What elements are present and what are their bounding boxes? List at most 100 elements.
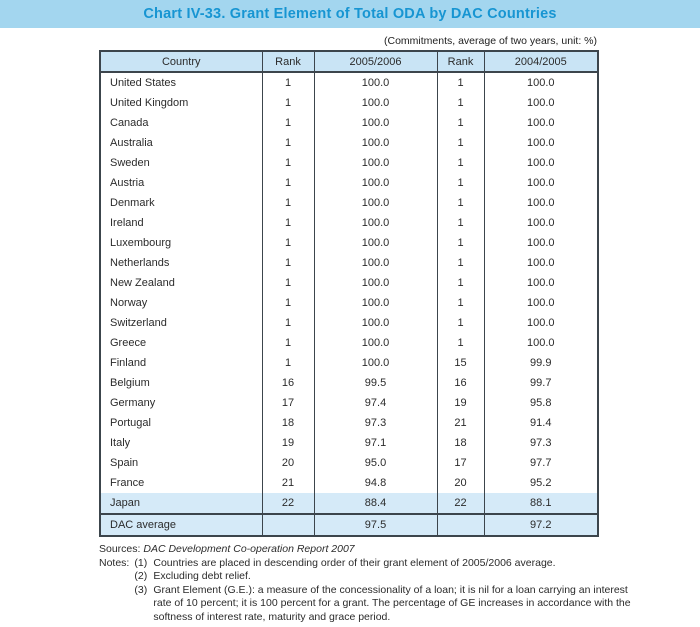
- rank-cell: 15: [436, 353, 485, 373]
- rank-cell: 1: [436, 113, 485, 133]
- value-cell: 97.4: [313, 393, 438, 413]
- value-cell: 100.0: [313, 273, 438, 293]
- rank-cell: 1: [436, 193, 485, 213]
- rank-cell: [261, 513, 315, 536]
- value-cell: 88.4: [313, 493, 438, 514]
- table-row: Portugal 18 97.3 21 91.4: [99, 413, 599, 433]
- rank-cell: 1: [436, 273, 485, 293]
- notes-items: (1) Countries are placed in descending or…: [134, 557, 647, 625]
- note-text: Grant Element (G.E.): a measure of the c…: [153, 583, 631, 623]
- rank-cell: 1: [261, 293, 315, 313]
- value-cell: 100.0: [483, 113, 599, 133]
- value-cell: 97.5: [313, 513, 438, 536]
- value-cell: 100.0: [313, 353, 438, 373]
- country-cell: Portugal: [99, 413, 263, 433]
- rank-cell: 1: [261, 173, 315, 193]
- table-row: Greece 1 100.0 1 100.0: [99, 333, 599, 353]
- table-row: Sweden 1 100.0 1 100.0: [99, 153, 599, 173]
- note-number: (1): [134, 556, 148, 569]
- country-cell: Spain: [99, 453, 263, 473]
- rank-cell: 20: [436, 473, 485, 493]
- rank-cell: 1: [261, 93, 315, 113]
- value-cell: 100.0: [313, 213, 438, 233]
- rank-cell: 1: [261, 153, 315, 173]
- dac-average-row: DAC average 97.5 97.2: [99, 513, 599, 536]
- page-title: Chart IV-33. Grant Element of Total ODA …: [143, 6, 557, 22]
- value-cell: 99.9: [483, 353, 599, 373]
- rank-cell: 1: [436, 213, 485, 233]
- value-cell: 94.8: [313, 473, 438, 493]
- note-text: Countries are placed in descending order…: [153, 556, 556, 569]
- rank-cell: 1: [436, 293, 485, 313]
- table-row: New Zealand 1 100.0 1 100.0: [99, 273, 599, 293]
- value-cell: 97.2: [483, 513, 599, 536]
- value-cell: 100.0: [313, 253, 438, 273]
- table-row: United Kingdom 1 100.0 1 100.0: [99, 93, 599, 113]
- table-row: Spain 20 95.0 17 97.7: [99, 453, 599, 473]
- rank-cell: 18: [261, 413, 315, 433]
- value-cell: 100.0: [313, 233, 438, 253]
- rank-cell: 1: [436, 233, 485, 253]
- rank-cell: 1: [436, 333, 485, 353]
- country-cell: Belgium: [99, 373, 263, 393]
- country-cell: Ireland: [99, 213, 263, 233]
- rank-cell: 18: [436, 433, 485, 453]
- title-banner: Chart IV-33. Grant Element of Total ODA …: [0, 0, 700, 28]
- table-row: Germany 17 97.4 19 95.8: [99, 393, 599, 413]
- rank-cell: 22: [436, 493, 485, 514]
- country-cell: France: [99, 473, 263, 493]
- rank-cell: 1: [261, 353, 315, 373]
- rank-cell: 1: [261, 313, 315, 333]
- value-cell: 100.0: [313, 293, 438, 313]
- table-row: France 21 94.8 20 95.2: [99, 473, 599, 493]
- value-cell: 100.0: [483, 173, 599, 193]
- column-header-country: Country: [99, 50, 263, 73]
- country-cell: Austria: [99, 173, 263, 193]
- column-header-rank: Rank: [436, 50, 485, 73]
- value-cell: 95.2: [483, 473, 599, 493]
- rank-cell: 19: [436, 393, 485, 413]
- country-cell: Norway: [99, 293, 263, 313]
- value-cell: 100.0: [313, 133, 438, 153]
- rank-cell: 20: [261, 453, 315, 473]
- table-row: Italy 19 97.1 18 97.3: [99, 433, 599, 453]
- table-row: Finland 1 100.0 15 99.9: [99, 353, 599, 373]
- note-item: (1) Countries are placed in descending or…: [134, 557, 647, 571]
- value-cell: 100.0: [313, 113, 438, 133]
- value-cell: 100.0: [483, 253, 599, 273]
- table-row: Netherlands 1 100.0 1 100.0: [99, 253, 599, 273]
- note-number: (2): [134, 570, 148, 582]
- value-cell: 100.0: [313, 193, 438, 213]
- value-cell: 97.3: [313, 413, 438, 433]
- rank-cell: 1: [261, 193, 315, 213]
- country-cell: Canada: [99, 113, 263, 133]
- rank-cell: 19: [261, 433, 315, 453]
- table-row: Belgium 16 99.5 16 99.7: [99, 373, 599, 393]
- value-cell: 97.1: [313, 433, 438, 453]
- rank-cell: 17: [261, 393, 315, 413]
- value-cell: 100.0: [483, 213, 599, 233]
- value-cell: 99.5: [313, 373, 438, 393]
- sources-text: DAC Development Co-operation Report 2007: [143, 543, 355, 555]
- value-cell: 95.0: [313, 453, 438, 473]
- table-row: Canada 1 100.0 1 100.0: [99, 113, 599, 133]
- rank-cell: 1: [261, 213, 315, 233]
- rank-cell: 1: [261, 233, 315, 253]
- country-cell: Japan: [99, 493, 263, 514]
- value-cell: 100.0: [483, 193, 599, 213]
- value-cell: 97.3: [483, 433, 599, 453]
- table-row: Austria 1 100.0 1 100.0: [99, 173, 599, 193]
- country-cell: Germany: [99, 393, 263, 413]
- value-cell: 100.0: [313, 333, 438, 353]
- value-cell: 100.0: [313, 153, 438, 173]
- column-header-2004-2005: 2004/2005: [483, 50, 599, 73]
- rank-cell: 1: [261, 333, 315, 353]
- rank-cell: 1: [261, 113, 315, 133]
- table-header-row: Country Rank 2005/2006 Rank 2004/2005: [99, 50, 599, 73]
- rank-cell: 1: [436, 93, 485, 113]
- value-cell: 88.1: [483, 493, 599, 514]
- note-item: (3) Grant Element (G.E.): a measure of th…: [134, 584, 647, 625]
- note-number: (3): [134, 583, 148, 596]
- table-row: Australia 1 100.0 1 100.0: [99, 133, 599, 153]
- value-cell: 100.0: [483, 153, 599, 173]
